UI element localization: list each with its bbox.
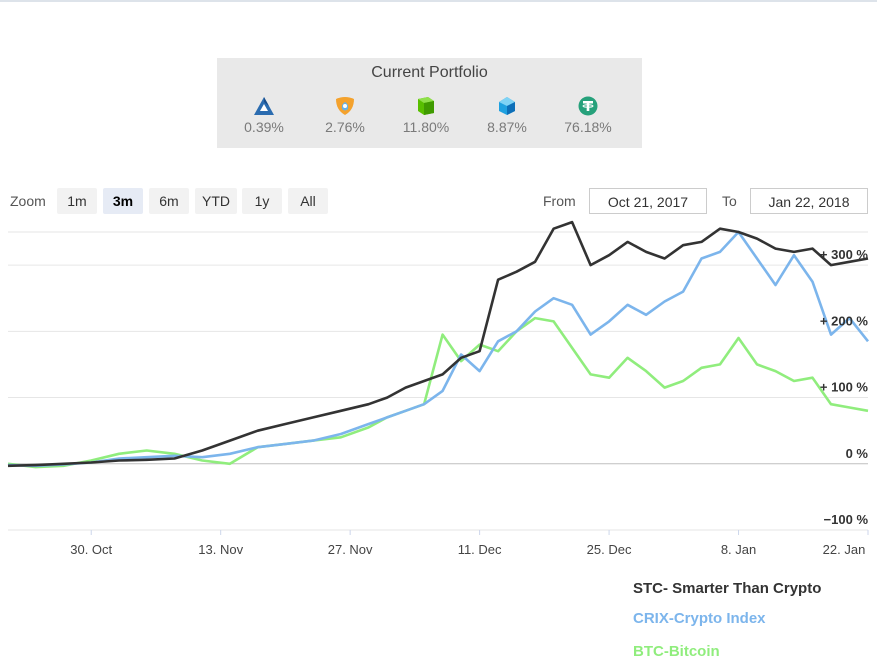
coin-nem: 2.76% xyxy=(310,96,380,135)
x-tick-label: 27. Nov xyxy=(328,542,373,557)
neo-percent: 11.80% xyxy=(402,119,450,135)
ark-icon xyxy=(254,97,274,115)
series-line-btc xyxy=(7,316,869,469)
from-label: From xyxy=(543,193,576,209)
zoom-ytd-button[interactable]: YTD xyxy=(195,188,237,214)
zoom-3m-button[interactable]: 3m xyxy=(103,188,143,214)
legend-item-btc: BTC-Bitcoin xyxy=(633,643,720,660)
x-tick-label: 25. Dec xyxy=(587,542,632,557)
coin-tether: 76.18% xyxy=(553,96,623,135)
y-tick-label: + 300 % xyxy=(820,247,869,262)
gridlines xyxy=(8,231,869,535)
x-axis-labels: 30. Oct 13. Nov 27. Nov 11. Dec 25. Dec 8. Ja… xyxy=(70,542,865,557)
x-tick-label: 11. Dec xyxy=(458,542,502,557)
legend-item-crix: CRIX-Crypto Index xyxy=(633,610,766,627)
coin-neo: 11.80% xyxy=(391,96,461,135)
zoom-label: Zoom xyxy=(10,193,46,209)
y-tick-label: 0 % xyxy=(846,446,869,461)
y-tick-label: + 100 % xyxy=(820,380,869,395)
top-divider xyxy=(0,0,877,2)
series-lines xyxy=(7,220,870,469)
x-tick-label: 30. Oct xyxy=(70,542,112,557)
x-tick-label: 22. Jan xyxy=(823,542,866,557)
series-line-stc xyxy=(7,220,869,468)
zoom-all-button[interactable]: All xyxy=(288,188,328,214)
zoom-6m-button[interactable]: 6m xyxy=(149,188,189,214)
y-tick-label: + 200 % xyxy=(820,313,869,328)
waves-percent: 8.87% xyxy=(487,119,527,135)
portfolio-card: Current Portfolio 0.39% 2.76% 11.80% xyxy=(217,58,642,148)
tether-icon xyxy=(578,96,598,116)
waves-icon xyxy=(499,97,515,115)
nem-percent: 2.76% xyxy=(325,119,365,135)
nem-icon xyxy=(336,97,354,115)
coin-waves: 8.87% xyxy=(472,96,542,135)
y-axis-labels: −100 % 0 % + 100 % + 200 % + 300 % xyxy=(820,247,869,527)
zoom-1y-button[interactable]: 1y xyxy=(242,188,282,214)
coin-ark: 0.39% xyxy=(229,96,299,135)
y-tick-label: −100 % xyxy=(824,512,869,527)
neo-icon xyxy=(418,97,434,115)
zoom-1m-button[interactable]: 1m xyxy=(57,188,97,214)
x-tick-label: 13. Nov xyxy=(198,542,243,557)
x-tick-label: 8. Jan xyxy=(721,542,756,557)
ark-percent: 0.39% xyxy=(244,119,284,135)
to-date-input[interactable]: Jan 22, 2018 xyxy=(750,188,868,214)
from-date-input[interactable]: Oct 21, 2017 xyxy=(589,188,707,214)
series-line-crix xyxy=(7,230,870,468)
tether-percent: 76.18% xyxy=(564,119,612,135)
portfolio-title: Current Portfolio xyxy=(371,64,488,81)
to-label: To xyxy=(722,193,737,209)
legend-item-stc: STC- Smarter Than Crypto xyxy=(633,580,822,597)
